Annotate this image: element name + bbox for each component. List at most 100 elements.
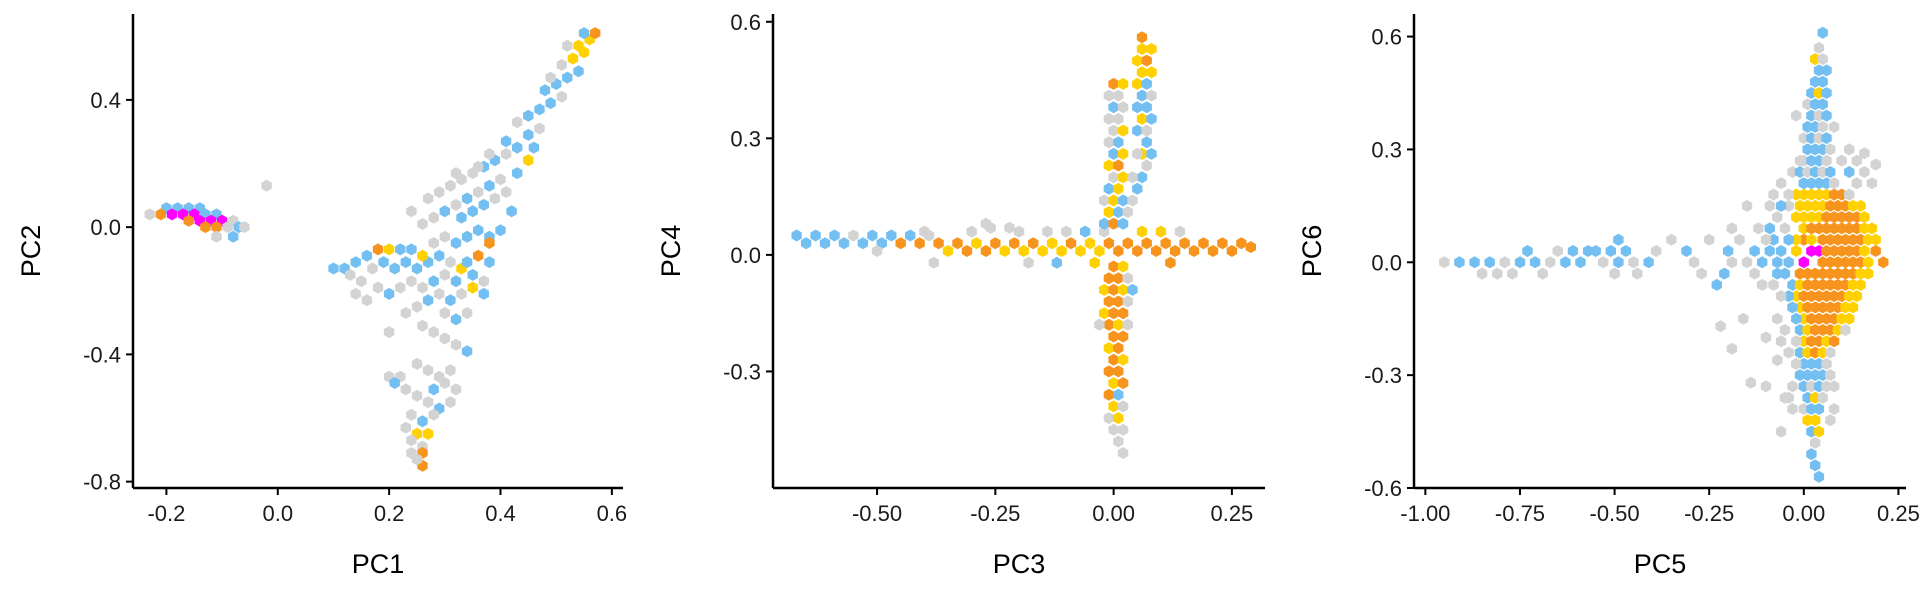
panel-2-hex-bin bbox=[1113, 89, 1124, 102]
panel-1-hex-bin bbox=[467, 268, 478, 281]
panel-3-hex-bin bbox=[1469, 256, 1480, 269]
panel-3-hex-bin bbox=[1719, 267, 1730, 280]
panel-3-hex-bin bbox=[1628, 256, 1639, 269]
panel-1-hex-bin bbox=[422, 192, 434, 205]
panel-2-hex-bin bbox=[1004, 221, 1015, 234]
panel-2-hex-bin bbox=[1136, 171, 1148, 184]
panel-2-hex-bin bbox=[1117, 377, 1129, 390]
panel-3-hex-bin bbox=[1806, 448, 1817, 461]
panel-2-hex-bin bbox=[980, 245, 992, 257]
panel-1-hex-bin bbox=[523, 154, 534, 167]
panel-3-y-tick-label: 0.6 bbox=[1371, 25, 1402, 50]
panel-2-hex-bin bbox=[1174, 225, 1185, 238]
panel-2-hex-bin bbox=[1117, 147, 1129, 160]
panel-3-hex-bin bbox=[1514, 256, 1526, 269]
panel-3-hex-bin bbox=[1643, 256, 1654, 269]
panel-3-hex-bin bbox=[1726, 342, 1738, 355]
panel-2-hex-bin bbox=[1108, 77, 1119, 90]
panel-2-hex-bin bbox=[971, 237, 982, 250]
panel-3-hex-bin bbox=[1859, 245, 1870, 257]
panel-2-hex-bin bbox=[1051, 256, 1062, 269]
panel-1-hex-bin bbox=[450, 338, 462, 351]
panel-1-hex-bin bbox=[383, 326, 395, 339]
panel-3-hex-bin bbox=[1840, 324, 1851, 336]
panel-3-hex-bin bbox=[1632, 267, 1643, 280]
panel-1-hex-bin bbox=[378, 256, 389, 269]
panel-3-x-tick-label: 0.25 bbox=[1877, 501, 1920, 526]
panel-2-hex-bin bbox=[1103, 272, 1115, 285]
panel-2-hex-bin bbox=[1042, 225, 1053, 238]
panel-3-hex-bin bbox=[1738, 312, 1749, 325]
panel-3-hex-bin bbox=[1575, 256, 1586, 269]
panel-3-hex-bin bbox=[1537, 267, 1548, 280]
panel-3-hex-bin bbox=[1760, 233, 1772, 246]
panel-2-hex-bin bbox=[1028, 237, 1039, 250]
panel-1-x-tick-label: 0.6 bbox=[597, 501, 628, 526]
panel-2-hex-bin bbox=[1245, 241, 1256, 254]
panel-2-hex-bin bbox=[1136, 66, 1148, 79]
panel-1-hex-bin bbox=[395, 243, 406, 256]
panel-3-hex-bin bbox=[1681, 245, 1692, 257]
panel-1-y-tick-label: 0.0 bbox=[90, 215, 121, 240]
panel-1-hex-bin bbox=[439, 377, 450, 389]
panel-3-hex-bin bbox=[1863, 267, 1874, 280]
panel-2-hex-bin bbox=[905, 229, 916, 242]
panel-1-hex-bin bbox=[473, 224, 484, 237]
panel-3-hex-bin bbox=[1772, 211, 1783, 224]
panel-3-hex-bin bbox=[1749, 245, 1760, 257]
panel-2-hex-bin bbox=[1108, 353, 1119, 366]
panel-1-hex-bin bbox=[512, 116, 523, 129]
panel-2-hex-bin bbox=[1122, 272, 1133, 285]
panel-2-hex-bin bbox=[1160, 237, 1171, 250]
panel-1-hex-bin bbox=[473, 249, 484, 262]
panel-1-hex-bin bbox=[411, 300, 423, 313]
panel-3-hex-bin bbox=[1768, 278, 1779, 291]
panel-2-hex-bin bbox=[1117, 447, 1129, 459]
panel-1-hex-bin bbox=[328, 262, 339, 275]
panel-3-hex-bin bbox=[1791, 312, 1802, 325]
panel-1-hex-bin bbox=[523, 128, 534, 141]
panel-1-hex-bin bbox=[450, 313, 462, 326]
panel-3-hex-bin bbox=[1863, 256, 1874, 269]
panel-1-hex-bin bbox=[400, 256, 411, 269]
panel-2-x-tick-label: 0.25 bbox=[1210, 501, 1253, 526]
panel-1-hex-bin bbox=[406, 275, 417, 288]
panel-2-hex-bin bbox=[857, 237, 869, 250]
panel-3-hex-bin bbox=[1775, 335, 1787, 348]
panel-1-hex-bin bbox=[428, 326, 439, 339]
panel-2-hex-bin bbox=[1103, 182, 1115, 195]
panel-2-hex-bin bbox=[1132, 124, 1143, 137]
panel-2-hex-bin bbox=[1103, 365, 1115, 378]
panel-3-hex-bin bbox=[1764, 222, 1775, 235]
panel-2-hex-bin bbox=[1179, 237, 1190, 250]
panel-2-hex-bin bbox=[1146, 112, 1157, 125]
panel-2-hex-bin bbox=[1117, 101, 1129, 114]
panel-2-hex-bin bbox=[1136, 112, 1148, 125]
panel-1-hex-bin bbox=[473, 160, 484, 173]
panel-1-hex-bin bbox=[500, 135, 512, 148]
panel-3-hex-bin bbox=[1870, 245, 1881, 257]
panel-1-hex-bin bbox=[439, 230, 450, 243]
panel-2-hex-bin bbox=[1108, 377, 1119, 390]
panel-3-hex-bin bbox=[1847, 301, 1859, 314]
panel-2-hex-bin bbox=[1103, 206, 1115, 219]
panel-1-hex-bin bbox=[411, 357, 423, 370]
panel-2-hex-bin bbox=[1188, 245, 1200, 257]
panel-2-hex-bin bbox=[1084, 237, 1096, 250]
panel-3-hex-bin bbox=[1522, 245, 1533, 257]
panel-2-hex-bin bbox=[876, 237, 887, 250]
panel-1-hex-bin bbox=[183, 214, 194, 227]
panel-1-y-axis-title: PC2 bbox=[16, 225, 46, 278]
panel-3-hex-bin bbox=[1810, 459, 1821, 472]
panel-3-hex-bin bbox=[1855, 199, 1866, 212]
panel-2-hex-bin bbox=[1141, 54, 1152, 67]
panel-1-hex-bin bbox=[428, 275, 439, 288]
panel-2-hex-bin bbox=[1122, 206, 1133, 219]
panel-2-hex-bin bbox=[1108, 171, 1119, 184]
panel-1-hex-bin bbox=[389, 377, 400, 389]
panel-2-hex-bin bbox=[1099, 307, 1110, 320]
panel-2-hex-bin bbox=[1113, 365, 1124, 378]
panel-1-hex-bin bbox=[534, 103, 545, 116]
